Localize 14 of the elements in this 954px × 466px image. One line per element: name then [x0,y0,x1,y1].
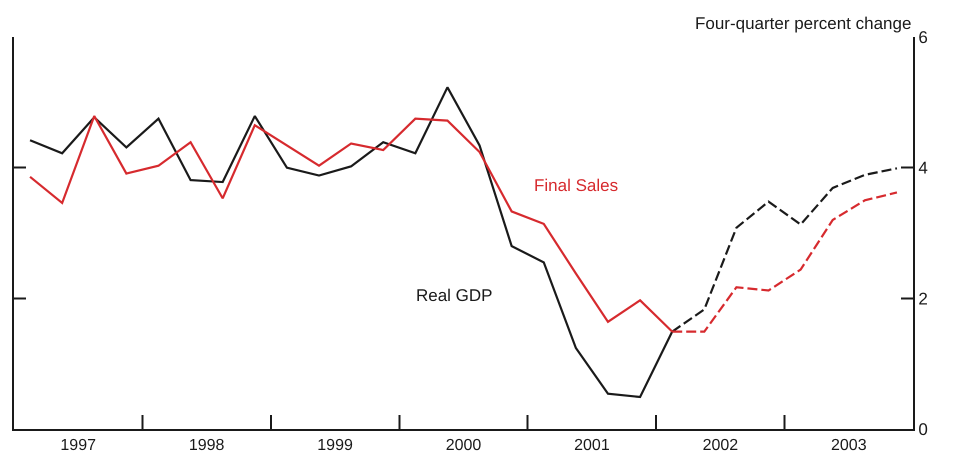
y-tick-label: 4 [918,158,928,178]
y-axis-title: Four-quarter percent change [695,14,912,33]
series-label: Final Sales [534,176,618,195]
x-tick-label: 2001 [574,437,610,454]
x-tick-label: 2003 [830,437,867,454]
x-tick-label: 2002 [702,437,738,454]
x-tick-label: 2000 [446,437,482,454]
text: Real GDP [416,286,493,305]
x-tick-label: 1999 [317,437,353,454]
x-tick-label: 1997 [60,437,96,454]
y-tick-label: 6 [918,28,928,47]
x-tick-label: 1998 [188,437,225,454]
y-tick-label: 2 [918,289,928,308]
y-tick-label: 0 [918,420,928,439]
